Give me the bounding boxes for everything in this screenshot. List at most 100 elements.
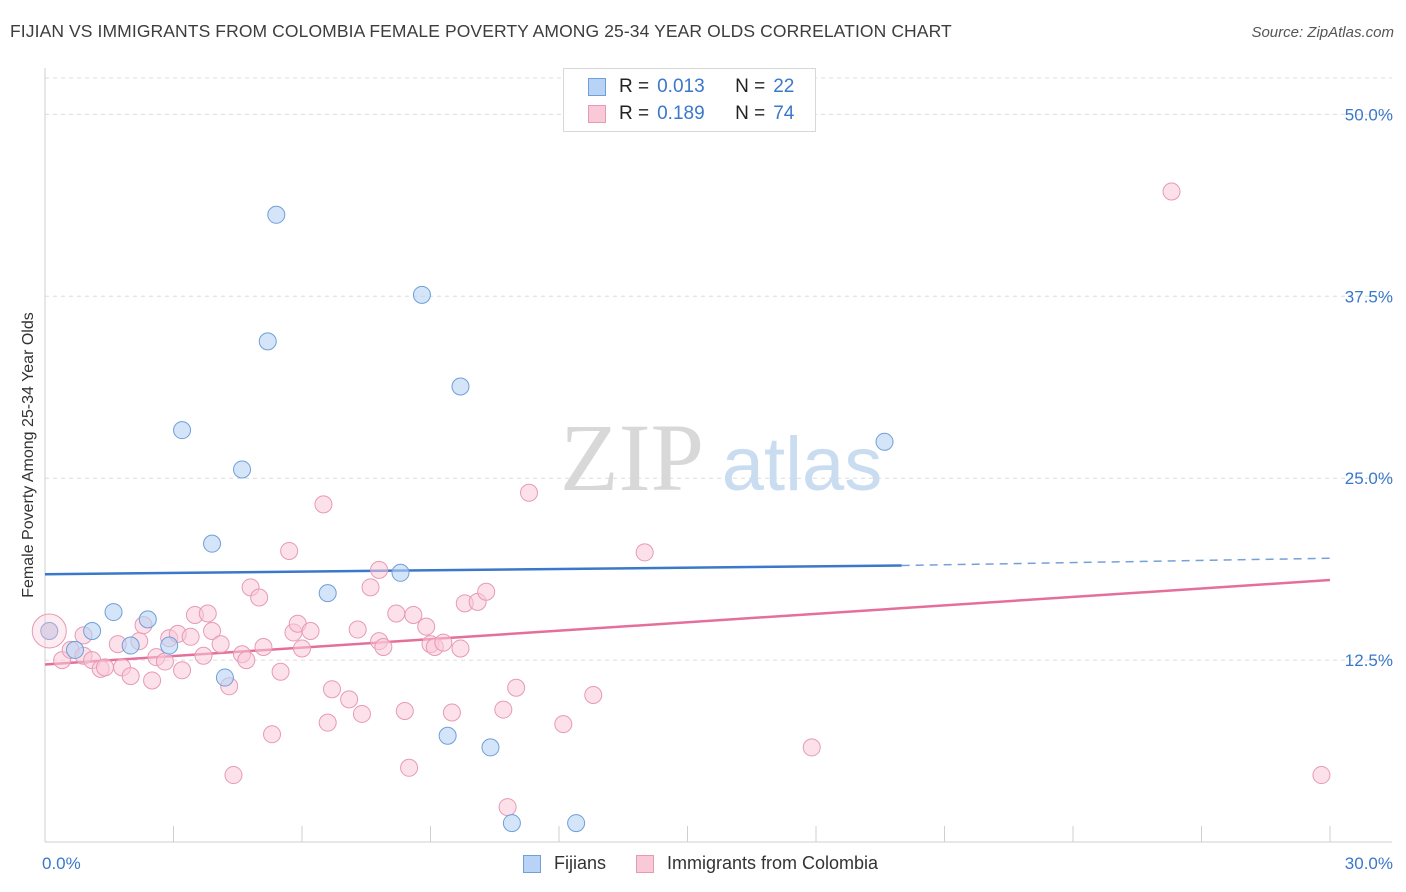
fijians-point — [875, 432, 894, 451]
legend-n-value: 22 — [773, 76, 795, 97]
fijians-point — [233, 460, 252, 479]
colombia-point — [95, 658, 114, 677]
colombia-point — [352, 704, 371, 723]
legend-item-colombia: Immigrants from Colombia — [636, 853, 878, 874]
colombia-point — [802, 738, 821, 757]
fijians-point — [138, 610, 157, 629]
fijians-point — [215, 668, 234, 687]
colombia-point — [1162, 182, 1181, 201]
legend-r-value: 0.013 — [657, 76, 705, 97]
colombia-point — [554, 715, 573, 734]
colombia-swatch — [588, 105, 606, 123]
legend-label-colombia: Immigrants from Colombia — [667, 853, 879, 873]
legend-r-value: 0.189 — [657, 103, 705, 124]
colombia-point — [173, 661, 192, 680]
fijians-point — [318, 584, 337, 603]
y-tick-label: 12.5% — [1345, 651, 1393, 670]
legend-row-colombia: R = 0.189 N = 74 — [588, 102, 794, 126]
fijians-point — [481, 738, 500, 757]
fijians-point — [412, 285, 431, 304]
legend-row-fijians: R = 0.013 N = 22 — [588, 75, 794, 99]
fijians-point — [203, 534, 222, 553]
colombia-point — [198, 604, 217, 623]
colombia-point — [520, 483, 539, 502]
colombia-point — [442, 703, 461, 722]
colombia-point — [254, 637, 273, 656]
legend-n-value: 74 — [773, 103, 795, 124]
colombia-point — [387, 604, 406, 623]
colombia-point — [155, 652, 174, 671]
colombia-point — [370, 560, 389, 579]
colombia-point — [374, 637, 393, 656]
watermark-atlas: atlas — [722, 422, 883, 507]
fijians-point — [40, 621, 59, 640]
colombia-point — [361, 578, 380, 597]
colombia-point — [584, 686, 603, 705]
colombia-point — [143, 671, 162, 690]
colombia-point — [340, 690, 359, 709]
colombia-point-large — [31, 613, 67, 649]
colombia-point — [318, 713, 337, 732]
legend-label-fijians: Fijians — [554, 853, 607, 873]
colombia-point — [498, 798, 517, 817]
correlation-legend: R = 0.013 N = 22 R = 0.189 N = 74 — [563, 68, 816, 132]
fijians-point — [451, 377, 470, 396]
colombia-point — [1312, 766, 1331, 785]
fijians-point — [104, 603, 123, 622]
chart-title: FIJIAN VS IMMIGRANTS FROM COLOMBIA FEMAL… — [10, 21, 952, 41]
y-tick-label: 50.0% — [1345, 105, 1393, 124]
colombia-point — [507, 678, 526, 697]
colombia-point — [263, 725, 282, 744]
y-axis-label: Female Poverty Among 25-34 Year Olds — [20, 312, 37, 598]
colombia-point — [203, 621, 222, 640]
colombia-point — [395, 702, 414, 721]
colombia-point — [434, 633, 453, 652]
tick-labels: 12.5% 25.0% 37.5% 50.0% 0.0% 30.0% — [42, 105, 1393, 873]
fijians-swatch — [588, 78, 606, 96]
colombia-point — [181, 627, 200, 646]
colombia-point — [194, 646, 213, 665]
colombia-point — [477, 582, 496, 601]
data-points — [31, 182, 1331, 833]
fijians-point — [502, 814, 521, 833]
fijians-trend-line — [44, 564, 902, 576]
colombia-point — [121, 667, 140, 686]
fijians-point — [391, 563, 410, 582]
source-label: Source: ZipAtlas.com — [1251, 24, 1394, 41]
fijians-point — [65, 640, 84, 659]
axes — [44, 68, 1392, 843]
legend-item-fijians: Fijians — [523, 853, 606, 874]
fijians-point — [83, 621, 102, 640]
legend-r-label: R = — [619, 103, 650, 124]
colombia-point — [237, 651, 256, 670]
y-tick-label: 37.5% — [1345, 287, 1393, 306]
fijians-trend-extension — [901, 557, 1331, 567]
fijians-legend-swatch — [523, 854, 541, 873]
colombia-point — [314, 495, 333, 514]
x-tick-label: 30.0% — [1345, 854, 1393, 873]
colombia-point — [322, 680, 341, 699]
series-legend: Fijians Immigrants from Colombia — [523, 853, 908, 874]
watermark: ZIP atlas — [560, 404, 882, 511]
colombia-point — [293, 639, 311, 658]
fijians-point — [438, 726, 457, 745]
colombia-point — [211, 635, 230, 654]
colombia-legend-swatch — [636, 854, 655, 873]
colombia-point — [224, 766, 243, 785]
colombia-point — [348, 620, 367, 639]
colombia-point — [451, 639, 470, 658]
colombia-point — [280, 541, 299, 560]
colombia-point — [404, 605, 423, 624]
colombia-point — [301, 621, 320, 640]
fijians-point — [121, 636, 140, 655]
fijians-point — [567, 814, 586, 833]
fijians-point — [173, 421, 192, 440]
colombia-point — [417, 617, 436, 636]
x-tick-label: 0.0% — [42, 854, 81, 873]
fijians-point — [160, 636, 179, 655]
colombia-point — [271, 662, 290, 681]
colombia-point — [250, 588, 269, 607]
watermark-zip: ZIP — [560, 404, 704, 511]
fijians-point — [258, 332, 277, 351]
